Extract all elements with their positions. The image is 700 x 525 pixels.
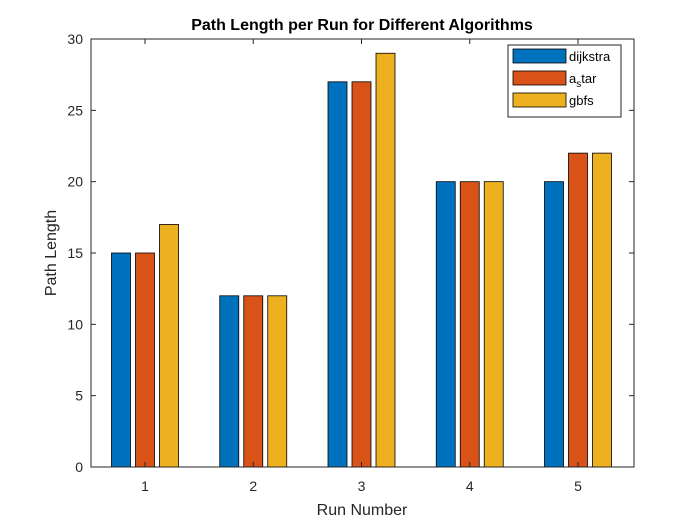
bar-dijkstra-run-3 [327,81,348,468]
legend-label-gbfs: gbfs [569,93,594,108]
y-tick-label: 25 [67,102,83,118]
legend-label-main: a [569,71,577,86]
y-tick-label: 5 [75,388,83,404]
x-tick-label: 2 [249,478,257,494]
x-tick-label: 4 [466,478,474,494]
legend-swatch-gbfs [512,92,567,108]
y-tick-label: 0 [75,459,83,475]
legend: dijkstra astar gbfs [507,44,622,118]
bar-dijkstra-run-5 [544,181,564,468]
legend-label-main: gbfs [569,93,594,108]
legend-label-subscript: s [576,79,581,90]
y-tick-label: 10 [67,316,83,332]
ticks-layer: 0 5 10 15 20 25 30 1 2 3 4 5 [67,31,634,494]
bar-gbfs-run-1 [159,224,179,468]
bar-gbfs-run-5 [592,152,612,468]
legend-label-dijkstra: dijkstra [569,49,611,64]
legend-label-main: dijkstra [569,49,611,64]
x-tick-label: 5 [574,478,582,494]
legend-swatch-a_star [512,70,567,86]
bar-a_star-run-1 [135,252,155,468]
y-tick-label: 20 [67,174,83,190]
bar-a_star-run-2 [243,295,264,468]
bars-layer [111,52,612,468]
legend-label-rest: tar [581,71,597,86]
y-tick-label: 30 [67,31,83,47]
chart-title: Path Length per Run for Different Algori… [191,17,533,34]
legend-label-a_star: astar [569,71,597,90]
y-tick-label: 15 [67,245,83,261]
bar-a_star-run-4 [459,181,480,468]
legend-swatch-dijkstra [512,48,567,64]
bar-gbfs-run-4 [483,181,504,468]
bar-a_star-run-3 [351,81,372,468]
bar-gbfs-run-3 [375,52,396,468]
x-axis-label: Run Number [317,502,408,519]
y-axis-label: Path Length [43,210,60,296]
x-tick-label: 1 [141,478,149,494]
bar-dijkstra-run-2 [219,295,240,468]
bar-dijkstra-run-4 [435,181,456,468]
bar-a_star-run-5 [568,152,588,468]
bar-dijkstra-run-1 [111,252,131,468]
bar-gbfs-run-2 [267,295,288,468]
x-tick-label: 3 [358,478,366,494]
